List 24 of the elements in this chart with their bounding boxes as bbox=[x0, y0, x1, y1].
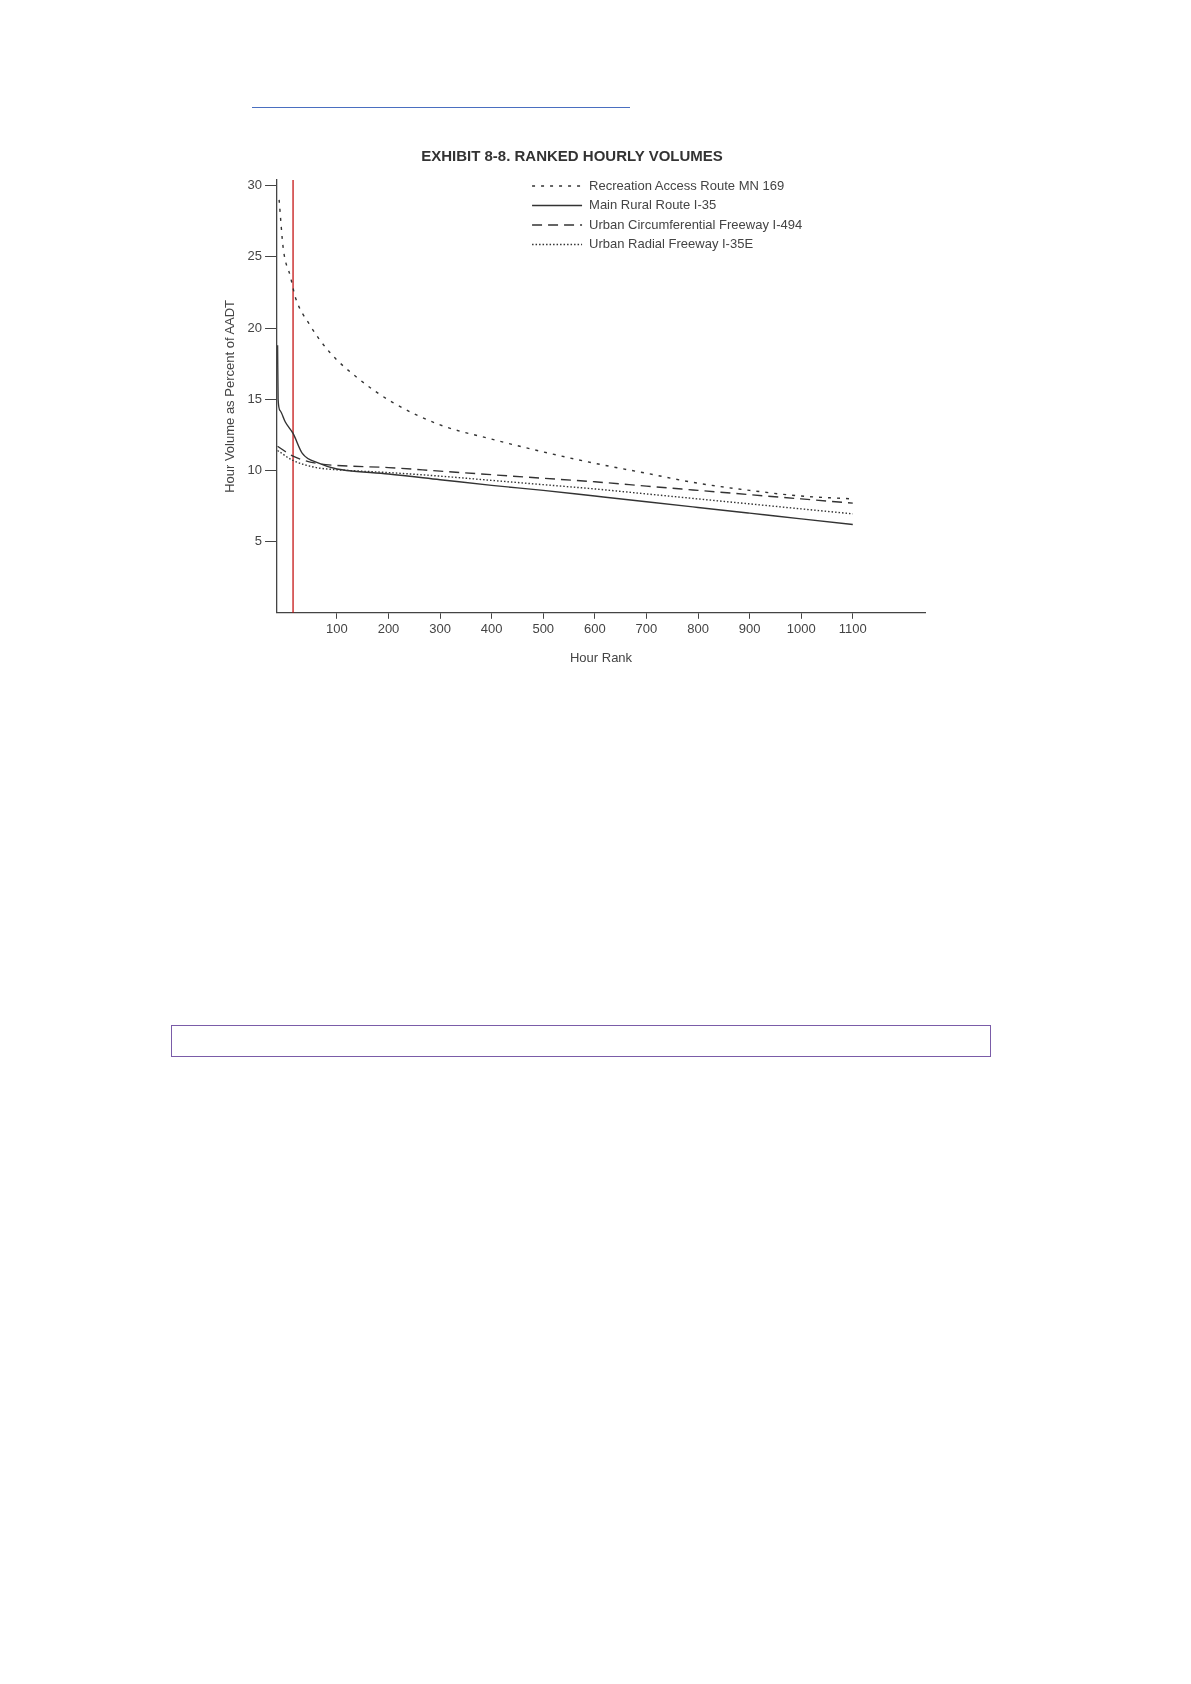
x-tick-label: 600 bbox=[583, 621, 606, 637]
x-tick-label: 1000 bbox=[786, 621, 816, 637]
y-tick-label: 30 bbox=[247, 177, 263, 193]
y-tick-label: 5 bbox=[254, 533, 263, 549]
x-tick-label: 200 bbox=[377, 621, 400, 637]
x-tick-label: 400 bbox=[480, 621, 503, 637]
y-axis-title: Hour Volume as Percent of AADT bbox=[222, 299, 238, 493]
y-tick-label: 25 bbox=[247, 248, 263, 264]
legend-label: Urban Circumferential Freeway I-494 bbox=[589, 216, 803, 232]
legend-label: Urban Radial Freeway I-35E bbox=[589, 236, 754, 252]
y-tick-label: 10 bbox=[247, 462, 263, 478]
y-tick-label: 15 bbox=[247, 390, 263, 406]
legend-label: Main Rural Route I-35 bbox=[589, 197, 717, 213]
y-tick-label: 20 bbox=[247, 319, 263, 335]
x-tick-label: 500 bbox=[532, 621, 555, 637]
x-tick-label: 700 bbox=[635, 621, 658, 637]
x-tick-label: 1100 bbox=[838, 621, 867, 637]
chart-title: EXHIBIT 8-8. RANKED HOURLY VOLUMES bbox=[421, 147, 723, 165]
x-axis-title: Hour Rank bbox=[569, 649, 633, 665]
x-tick-label: 800 bbox=[687, 621, 709, 637]
x-tick-label: 300 bbox=[429, 621, 451, 637]
x-tick-label: 900 bbox=[738, 621, 761, 637]
legend-label: Recreation Access Route MN 169 bbox=[589, 177, 785, 193]
x-tick-label: 100 bbox=[326, 621, 348, 637]
